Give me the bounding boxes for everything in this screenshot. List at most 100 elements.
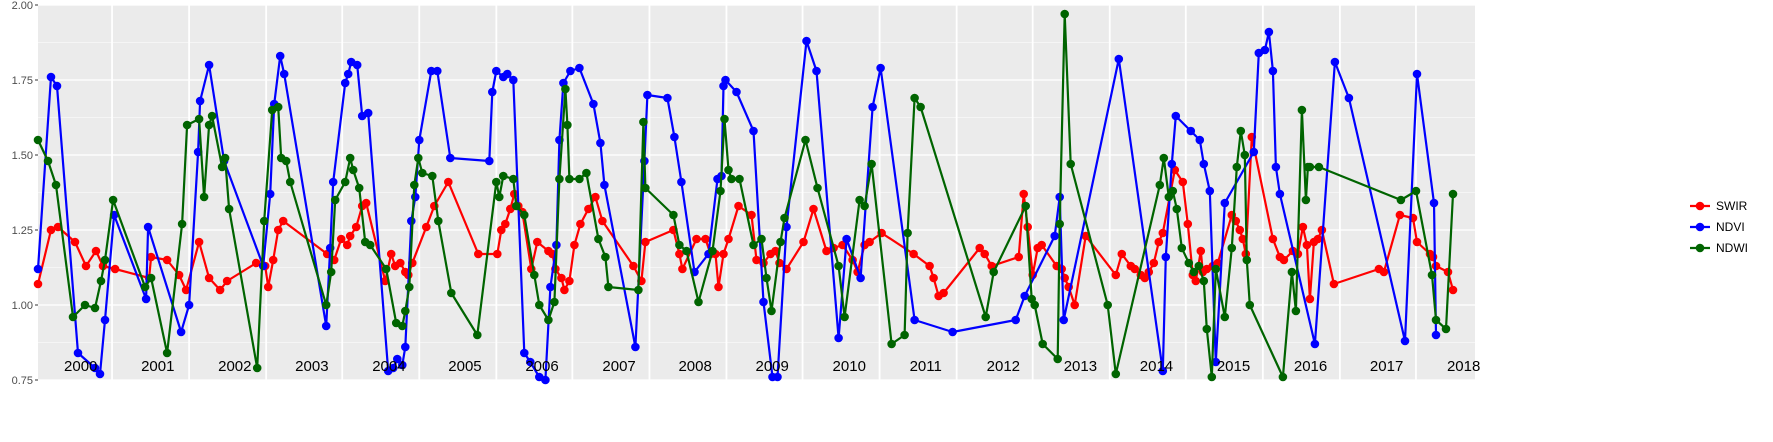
swir-data-point [222, 276, 232, 286]
ndvi-data-point [732, 87, 741, 97]
ndwi-data-point [492, 177, 501, 187]
ndwi-data-point [509, 174, 518, 184]
ndvi-data-point [411, 192, 420, 202]
data-series [33, 9, 1458, 385]
year-label: 2003 [295, 358, 328, 375]
swir-data-point [975, 243, 984, 253]
ndwi-data-point [669, 210, 678, 220]
swir-data-point [1111, 270, 1121, 280]
ndvi-data-point [759, 297, 768, 307]
ndvi-data-point [1195, 135, 1205, 145]
ndwi-data-point [1199, 276, 1209, 286]
ndwi-data-point [182, 120, 192, 130]
swir-data-point [1070, 300, 1079, 310]
ndwi-data-point [43, 156, 53, 166]
year-label: 2017 [1370, 358, 1403, 375]
ndwi-data-point [1038, 339, 1047, 349]
swir-data-point [386, 249, 396, 259]
ndwi-data-point [749, 240, 758, 250]
ndwi-data-point [887, 339, 896, 349]
ndwi-data-point [834, 261, 843, 271]
ndvi-data-point [446, 153, 455, 163]
ndvi-data-point [503, 69, 512, 79]
ndvi-data-point [275, 51, 285, 61]
ndvi-data-point [541, 375, 550, 385]
year-label: 2008 [678, 358, 711, 375]
ndwi-data-point [217, 162, 227, 172]
swir-data-point [1178, 177, 1188, 187]
ndvi-data-point [1158, 366, 1168, 376]
swir-data-point [215, 285, 225, 295]
ndwi-data-point [1030, 300, 1039, 310]
ndwi-data-point [641, 183, 650, 193]
ndwi-data-point [340, 177, 350, 187]
ndwi-data-point [1189, 267, 1199, 277]
ndwi-data-point [1287, 267, 1297, 277]
swir-data-point [501, 219, 510, 229]
ndwi-data-point [1159, 153, 1169, 163]
ndvi-data-point [1271, 162, 1281, 172]
ndwi-data-point [1301, 195, 1311, 205]
ndwi-data-point [840, 312, 849, 322]
ndwi-data-point [1236, 126, 1246, 136]
year-label: 2015 [1217, 358, 1250, 375]
ndwi-data-point [398, 321, 407, 331]
ndvi-data-point [546, 282, 555, 292]
ndvi-data-point [1429, 198, 1439, 208]
ndwi-data-point [177, 219, 187, 229]
swir-data-point [278, 216, 288, 226]
ndwi-data-point [1211, 264, 1221, 274]
y-tick-label: 1.75 [12, 75, 33, 87]
ndwi-data-point [981, 312, 990, 322]
ndwi-data-point [520, 210, 529, 220]
ndwi-data-point [348, 165, 358, 175]
ndwi-data-point [544, 315, 553, 325]
swir-data-point [46, 225, 56, 235]
ndwi-data-point [252, 363, 262, 373]
ndwi-data-point [1396, 195, 1406, 205]
ndvi-data-point [1400, 336, 1410, 346]
ndwi-data-point [867, 159, 876, 169]
ndwi-data-point [582, 168, 591, 178]
ndwi-data-point [33, 135, 43, 145]
ndvi-data-point [343, 69, 353, 79]
swir-data-point [1081, 231, 1090, 241]
swir-data-point [980, 249, 989, 259]
ndwi-data-point [326, 267, 336, 277]
ndwi-data-point [555, 174, 564, 184]
swir-data-point [929, 273, 938, 283]
ndvi-data-point [90, 363, 100, 373]
ndvi-data-point [1220, 198, 1230, 208]
ndwi-data-point [727, 174, 736, 184]
swir-data-point [251, 258, 261, 268]
ndwi-data-point [720, 114, 729, 124]
ndwi-data-point [321, 300, 331, 310]
swir-data-point [268, 255, 278, 265]
ndwi-data-point [1055, 219, 1064, 229]
ndwi-data-point [330, 195, 340, 205]
swir-data-point [1268, 234, 1278, 244]
ndwi-data-point [473, 330, 482, 340]
ndvi-data-point [1186, 126, 1196, 136]
ndwi-data-point [428, 171, 437, 181]
ndwi-data-point [563, 120, 572, 130]
swir-data-point [1037, 240, 1046, 250]
ndvi-data-point [842, 234, 851, 244]
ndwi-data-point [365, 240, 375, 250]
ndwi-data-point [204, 120, 214, 130]
ndvi-data-point [73, 348, 83, 358]
ndwi-data-point [916, 102, 925, 112]
ndvi-data-point [802, 36, 811, 46]
ndwi-data-point [1220, 312, 1230, 322]
ndvi-data-point [95, 369, 105, 379]
ndvi-data-point [46, 72, 56, 82]
ndwi-data-point [434, 216, 443, 226]
ndwi-data-point [1448, 189, 1458, 199]
ndvi-data-point [340, 78, 350, 88]
ndvi-data-point [868, 102, 877, 112]
ndwi-data-point [1278, 372, 1288, 382]
legend-key-point-ndwi [1695, 243, 1705, 253]
swir-data-point [1149, 258, 1159, 268]
ndvi-data-point [204, 60, 214, 70]
ndvi-data-point [1050, 231, 1059, 241]
